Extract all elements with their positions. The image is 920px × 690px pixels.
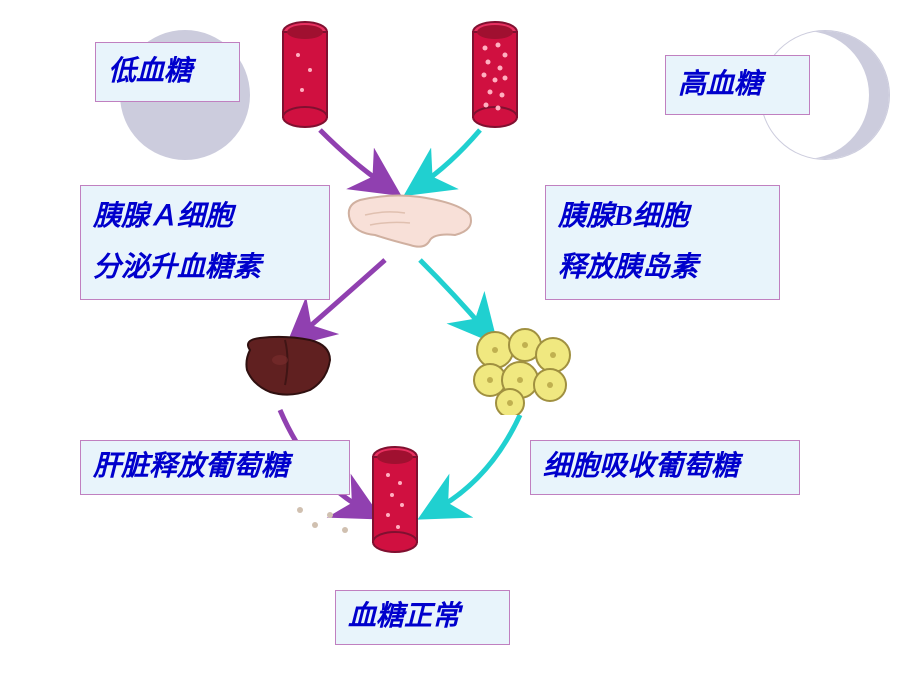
label-text: 高血糖 — [678, 60, 797, 110]
blood-vessel-bottom — [370, 445, 420, 555]
label-low-blood-sugar: 低血糖 — [95, 42, 240, 102]
label-cell-absorb: 细胞吸收葡萄糖 — [530, 440, 800, 495]
label-text-line2: 释放胰岛素 — [558, 243, 767, 293]
label-text-line1: 胰腺B细胞 — [558, 192, 767, 242]
label-text-line2: 分泌升血糖素 — [93, 243, 317, 293]
label-normal-sugar: 血糖正常 — [335, 590, 510, 645]
label-text: 血糖正常 — [348, 592, 497, 642]
fat-cells-icon — [465, 325, 585, 415]
label-pancreas-b: 胰腺B细胞 释放胰岛素 — [545, 185, 780, 300]
label-liver-release: 肝脏释放葡萄糖 — [80, 440, 350, 495]
label-text-line1: 胰腺Ａ细胞 — [93, 192, 317, 242]
blood-vessel-top-right — [470, 20, 520, 130]
label-text: 肝脏释放葡萄糖 — [93, 442, 337, 492]
label-text: 细胞吸收葡萄糖 — [543, 442, 787, 492]
label-pancreas-a: 胰腺Ａ细胞 分泌升血糖素 — [80, 185, 330, 300]
pancreas-icon — [340, 185, 480, 255]
liver-icon — [235, 330, 340, 405]
label-high-blood-sugar: 高血糖 — [665, 55, 810, 115]
label-text: 低血糖 — [108, 47, 227, 97]
blood-vessel-top-left — [280, 20, 330, 130]
